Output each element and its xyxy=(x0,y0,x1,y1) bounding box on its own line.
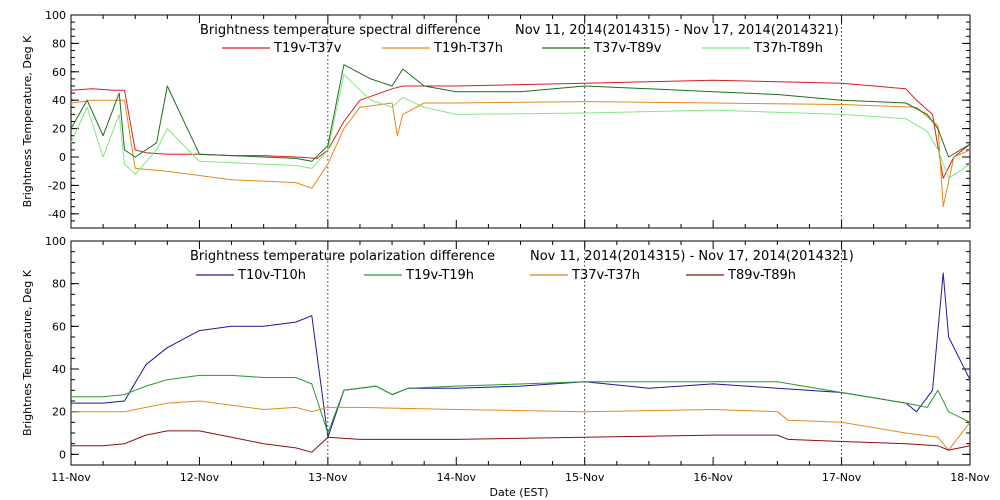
x-tick-label: 15-Nov xyxy=(565,471,605,484)
x-tick-label: 12-Nov xyxy=(180,471,220,484)
y-tick-label: 100 xyxy=(45,235,66,248)
series-line-t89v-t89h xyxy=(71,430,971,453)
x-tick-label: 16-Nov xyxy=(693,471,733,484)
legend-label: T19h-T37h xyxy=(433,41,503,56)
series-line-t19v-t19h xyxy=(71,374,971,434)
legend-label: T37h-T89h xyxy=(753,41,823,56)
legend-label: T10v-T10h xyxy=(237,268,306,283)
chart-title: Brightness temperature spectral differen… xyxy=(200,23,481,38)
y-tick-label: 0 xyxy=(59,151,66,164)
x-tick-label: 17-Nov xyxy=(822,471,862,484)
x-tick-label: 14-Nov xyxy=(437,471,477,484)
polarization-difference-panel: 0 20 40 60 80 100 11-Nov 12-Nov 13-Nov 14-Nov 15-N… xyxy=(21,235,990,484)
y-axis-title: Brightnes Temperature, Deg K xyxy=(21,269,34,436)
y-tick-label: 60 xyxy=(52,66,66,79)
y-axis-title: Brightness Temperature, Deg K xyxy=(21,35,34,207)
spectral-difference-panel: -40 -20 0 20 40 60 80 100 Brightness Temperature… xyxy=(21,9,971,229)
y-tick-label: 80 xyxy=(52,278,66,291)
y-tick-label: 20 xyxy=(52,123,66,136)
series-line-t19v-t37v xyxy=(70,79,971,179)
y-tick-label: -20 xyxy=(48,179,66,192)
y-tick-label: 20 xyxy=(52,406,66,419)
y-tick-label: 40 xyxy=(52,94,66,107)
legend-label: T19v-T19h xyxy=(405,268,474,283)
legend-label: T37v-T89v xyxy=(593,41,662,56)
y-tick-label: 60 xyxy=(52,320,66,333)
series-line-t37h-t89h xyxy=(70,74,971,179)
x-axis-title: Date (EST) xyxy=(489,486,548,499)
legend-label: T19v-T37v xyxy=(273,41,342,56)
legend-label: T37v-T37h xyxy=(571,268,640,283)
x-tick-label: 18-Nov xyxy=(950,471,990,484)
y-tick-label: -40 xyxy=(48,208,66,221)
chart-title: Brightness temperature polarization diff… xyxy=(190,249,495,264)
series-line-t19h-t37h xyxy=(70,99,971,208)
plot-frame xyxy=(70,14,971,229)
y-tick-label: 100 xyxy=(45,9,66,22)
date-range-label: Nov 11, 2014(2014315) - Nov 17, 2014(201… xyxy=(530,249,854,264)
x-tick-label: 13-Nov xyxy=(308,471,348,484)
date-range-label: Nov 11, 2014(2014315) - Nov 17, 2014(201… xyxy=(515,23,839,38)
legend-label: T89v-T89h xyxy=(727,268,796,283)
series-line-t10v-t10h xyxy=(71,272,971,438)
y-tick-label: 0 xyxy=(59,448,66,461)
series-line-t37v-t37h xyxy=(71,400,971,451)
y-tick-label: 80 xyxy=(52,37,66,50)
x-tick-label: 11-Nov xyxy=(51,471,91,484)
y-tick-label: 40 xyxy=(52,363,66,376)
series-line-t37v-t89v xyxy=(70,64,971,162)
